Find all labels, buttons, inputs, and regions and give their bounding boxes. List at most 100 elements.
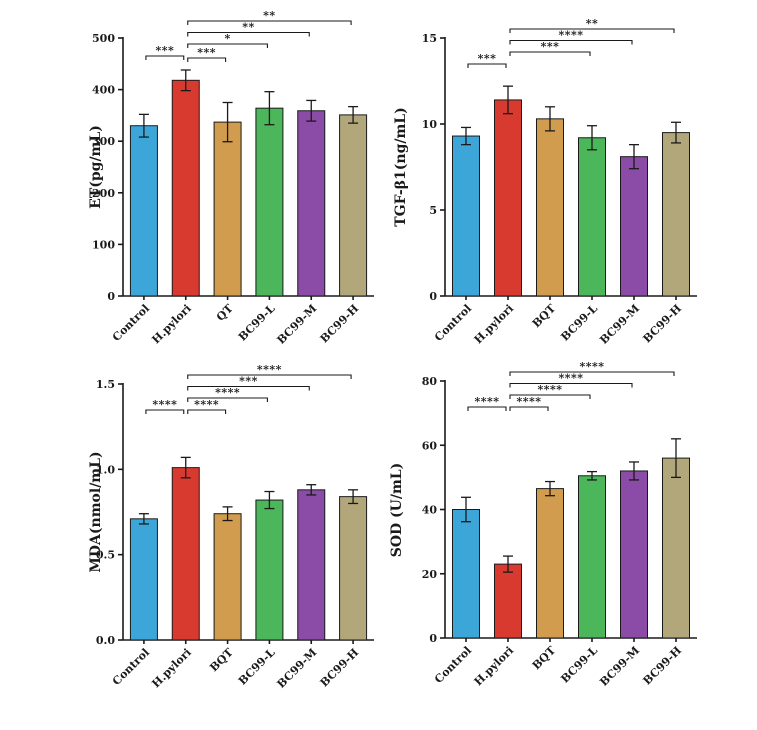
significance-label: ****: [579, 360, 604, 373]
significance-label: ***: [478, 52, 497, 65]
bar-bqt: [213, 513, 242, 641]
error-bar: [306, 99, 317, 122]
error-bar: [671, 438, 681, 479]
bar-bc99-h: [662, 457, 690, 639]
y-tick-label: 400: [92, 84, 115, 97]
y-tick-label: 0: [107, 290, 115, 303]
significance-bracket: ****: [187, 386, 268, 402]
y-tick-label: 80: [422, 375, 438, 388]
significance-bracket: ****: [145, 398, 185, 414]
significance-bracket: **: [509, 17, 675, 33]
y-tick-label: 1.5: [96, 378, 115, 391]
significance-label: ****: [194, 398, 219, 411]
significance-bracket: ***: [187, 375, 310, 391]
y-tick-label: 5: [429, 204, 437, 217]
significance-bracket: ****: [509, 372, 633, 388]
bar-bc99-h: [339, 496, 368, 641]
significance-bracket: **: [187, 9, 352, 25]
significance-label: ****: [537, 383, 562, 396]
error-bar: [138, 513, 149, 525]
y-axis-label: MDA(nmol/mL): [88, 451, 104, 572]
y-tick-label: 200: [92, 187, 115, 200]
significance-label: ****: [558, 29, 583, 42]
bar-bc99-m: [297, 489, 326, 641]
significance-bracket: ****: [509, 360, 675, 376]
significance-bracket: **: [187, 20, 310, 37]
bar-bc99-l: [255, 107, 284, 297]
significance-label: ****: [152, 398, 177, 411]
bar-control: [129, 125, 158, 297]
y-tick-label: 0: [429, 632, 437, 645]
bar-bc99-h: [339, 114, 368, 297]
bar-h-pylori: [494, 563, 522, 639]
significance-bracket: ****: [509, 29, 633, 45]
bar-bqt: [536, 488, 564, 639]
significance-bracket: ***: [145, 44, 185, 60]
significance-bracket: ***: [509, 40, 591, 56]
bar-bc99-l: [255, 499, 284, 641]
bar-qt: [213, 121, 242, 297]
significance-label: **: [242, 20, 255, 33]
error-bar: [306, 484, 317, 496]
y-axis-label: SOD (U/mL): [389, 463, 405, 558]
error-bar: [138, 113, 149, 138]
error-bar: [545, 106, 555, 132]
significance-label: ****: [558, 372, 583, 385]
bar-bc99-m: [297, 110, 326, 297]
significance-bracket: ****: [509, 383, 591, 399]
y-tick-label: 1.0: [96, 463, 115, 476]
significance-bracket: ****: [509, 395, 549, 411]
bar-bc99-h: [662, 132, 690, 297]
significance-label: ****: [257, 363, 282, 376]
significance-label: **: [263, 9, 276, 22]
y-tick-label: 40: [422, 504, 438, 517]
significance-label: ****: [516, 395, 541, 408]
error-bar: [629, 143, 639, 170]
y-tick-label: 0.5: [96, 549, 115, 562]
significance-label: ***: [155, 44, 174, 57]
error-bar: [545, 480, 555, 497]
bar-bc99-m: [620, 156, 648, 297]
significance-bracket: ****: [187, 398, 227, 414]
significance-bracket: ****: [187, 363, 352, 379]
bar-h-pylori: [171, 467, 200, 641]
error-bar: [461, 126, 471, 146]
significance-label: *: [224, 32, 230, 45]
significance-bracket: ****: [467, 395, 507, 411]
error-bar: [222, 506, 233, 522]
y-tick-label: 100: [92, 238, 115, 251]
bar-bc99-l: [578, 137, 606, 297]
bar-control: [452, 509, 480, 639]
error-bar: [587, 470, 597, 481]
bar-bc99-l: [578, 475, 606, 639]
y-tick-label: 500: [92, 32, 115, 45]
bar-h-pylori: [494, 99, 522, 297]
y-tick-label: 0.0: [96, 634, 115, 647]
error-bar: [461, 496, 471, 523]
significance-label: **: [586, 17, 599, 30]
bar-bqt: [536, 118, 564, 297]
error-bar: [503, 85, 513, 115]
bar-control: [452, 135, 480, 297]
significance-label: ****: [215, 386, 240, 399]
significance-label: ***: [541, 40, 560, 53]
y-tick-label: 20: [422, 568, 438, 581]
error-bar: [503, 555, 513, 573]
significance-bracket: *: [187, 32, 268, 48]
significance-bracket: ***: [467, 52, 507, 68]
error-bar: [629, 461, 639, 481]
significance-bracket: ***: [187, 46, 227, 62]
y-tick-label: 60: [422, 439, 438, 452]
significance-label: ****: [474, 395, 499, 408]
y-tick-label: 300: [92, 135, 115, 148]
significance-label: ***: [239, 375, 258, 388]
error-bar: [180, 69, 191, 92]
bar-h-pylori: [171, 79, 200, 297]
error-bar: [348, 105, 359, 124]
error-bar: [222, 101, 233, 143]
y-axis-label: TGF-β1(ng/mL): [393, 107, 409, 227]
error-bar: [671, 121, 681, 144]
error-bar: [180, 456, 191, 479]
y-tick-label: 15: [422, 32, 437, 45]
